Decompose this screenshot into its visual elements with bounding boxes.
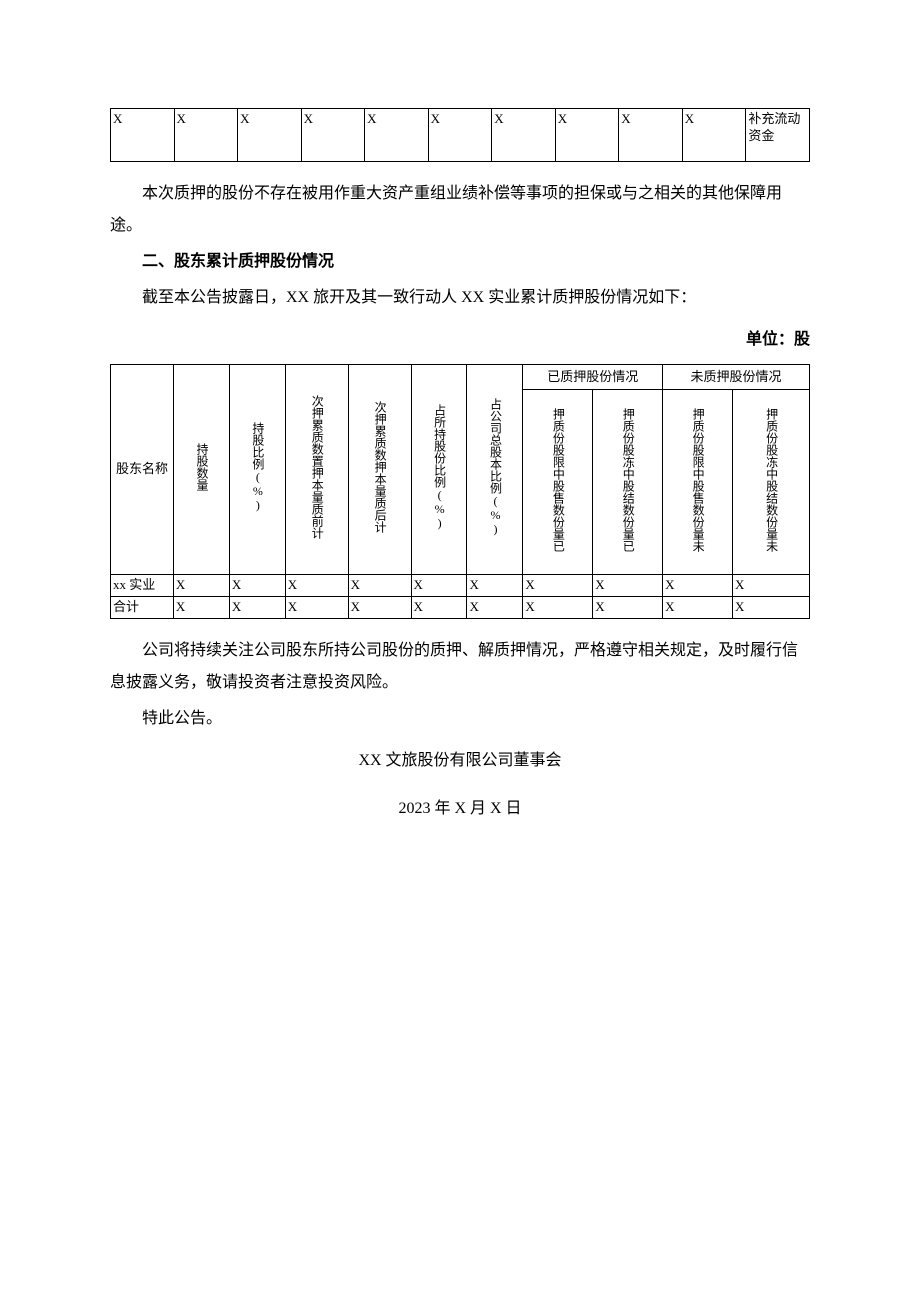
cell: X [733, 575, 810, 597]
cell: X [174, 109, 238, 162]
cell: X [523, 596, 593, 618]
cell: X [492, 109, 556, 162]
paragraph-cumulative-intro: 截至本公告披露日，XX 旅开及其一致行动人 XX 实业累计质押股份情况如下： [110, 282, 810, 314]
cell: X [229, 596, 285, 618]
cell: X [555, 109, 619, 162]
paragraph-risk-note: 公司将持续关注公司股东所持公司股份的质押、解质押情况，严格遵守相关规定，及时履行… [110, 635, 810, 699]
cell: X [285, 575, 348, 597]
cell: X [467, 596, 523, 618]
cell: X [229, 575, 285, 597]
cell: X [663, 596, 733, 618]
date: 2023 年 X 月 X 日 [110, 793, 810, 825]
col-shares-held: 持股数量 [173, 365, 229, 575]
table-row: X X X X X X X X X X 补充流动资金 [111, 109, 810, 162]
col-group-pledged: 已质押股份情况 [523, 365, 663, 390]
col-hold-ratio: 持股比例(%) [229, 365, 285, 575]
col-ratio-held: 占所持股份比例(%) [411, 365, 467, 575]
table-header-row: 股东名称 持股数量 持股比例(%) 次押累质数置押本量质前计 次押累质数押本量质… [111, 365, 810, 390]
cell: X [348, 575, 411, 597]
cell: X [301, 109, 365, 162]
table-row: 合计 X X X X X X X X X X [111, 596, 810, 618]
table-cumulative-pledge: 股东名称 持股数量 持股比例(%) 次押累质数置押本量质前计 次押累质数押本量质… [110, 364, 810, 619]
col-pledged-restricted: 押质份股限中股售数份量已 [523, 390, 593, 575]
col-shareholder: 股东名称 [111, 365, 174, 575]
col-pledged-frozen: 押质份股冻中股结数份量已 [593, 390, 663, 575]
col-unpledged-restricted: 押质份股限中股售数份量未 [663, 390, 733, 575]
cell: X [111, 109, 175, 162]
cell: X [467, 575, 523, 597]
cell: X [733, 596, 810, 618]
cell: X [428, 109, 492, 162]
cell: X [619, 109, 683, 162]
paragraph-pledge-note: 本次质押的股份不存在被用作重大资产重组业绩补偿等事项的担保或与之相关的其他保障用… [110, 178, 810, 242]
table-pledge-detail: X X X X X X X X X X 补充流动资金 [110, 108, 810, 162]
col-after-pledge: 次押累质数押本量质后计 [348, 365, 411, 575]
cell: X [285, 596, 348, 618]
cell: X [173, 596, 229, 618]
cell: X [411, 596, 467, 618]
cell-name: 合计 [111, 596, 174, 618]
col-before-pledge: 次押累质数置押本量质前计 [285, 365, 348, 575]
section-title-cumulative: 二、股东累计质押股份情况 [110, 246, 810, 278]
table-row: xx 实业 X X X X X X X X X X [111, 575, 810, 597]
cell: X [348, 596, 411, 618]
cell: X [523, 575, 593, 597]
col-ratio-total: 占公司总股本比例(%) [467, 365, 523, 575]
cell-name: xx 实业 [111, 575, 174, 597]
cell: X [365, 109, 429, 162]
col-group-unpledged: 未质押股份情况 [663, 365, 810, 390]
cell: X [593, 596, 663, 618]
unit-label: 单位：股 [110, 324, 810, 356]
cell: X [663, 575, 733, 597]
signer: XX 文旅股份有限公司董事会 [110, 745, 810, 777]
paragraph-hereby: 特此公告。 [110, 703, 810, 735]
cell: X [682, 109, 746, 162]
cell-purpose: 补充流动资金 [746, 109, 810, 162]
cell: X [238, 109, 302, 162]
cell: X [411, 575, 467, 597]
col-unpledged-frozen: 押质份股冻中股结数份量未 [733, 390, 810, 575]
cell: X [593, 575, 663, 597]
cell: X [173, 575, 229, 597]
